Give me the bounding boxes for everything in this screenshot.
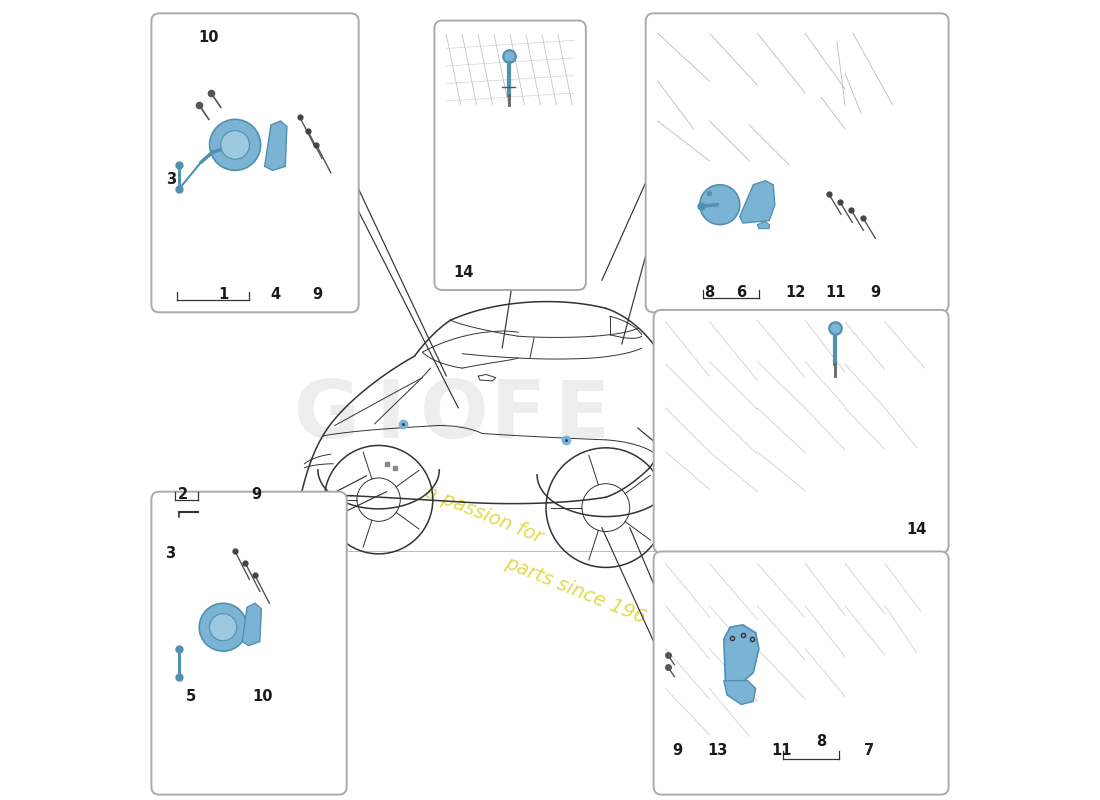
Text: 9: 9 [870, 285, 880, 300]
Text: O: O [420, 377, 488, 455]
Text: 13: 13 [707, 743, 727, 758]
Polygon shape [757, 222, 769, 229]
Text: 14: 14 [453, 265, 474, 280]
FancyBboxPatch shape [646, 14, 948, 312]
FancyBboxPatch shape [152, 14, 359, 312]
Text: 9: 9 [312, 287, 322, 302]
Text: 11: 11 [825, 285, 846, 300]
Text: 9: 9 [672, 743, 683, 758]
Circle shape [210, 614, 236, 641]
Polygon shape [739, 181, 774, 223]
Text: 12: 12 [785, 285, 805, 300]
Text: 8: 8 [704, 285, 715, 300]
Polygon shape [724, 681, 756, 705]
FancyBboxPatch shape [653, 551, 948, 794]
Text: 7: 7 [864, 743, 874, 758]
Text: 9: 9 [252, 486, 262, 502]
Polygon shape [265, 121, 287, 170]
Text: I: I [375, 377, 406, 455]
Text: 11: 11 [771, 743, 791, 758]
FancyBboxPatch shape [152, 492, 346, 794]
FancyBboxPatch shape [434, 21, 586, 290]
Text: 2: 2 [178, 486, 188, 502]
Text: 1: 1 [218, 287, 229, 302]
Circle shape [700, 185, 739, 225]
Text: 14: 14 [906, 522, 927, 538]
Text: 6: 6 [736, 285, 747, 300]
Text: a passion for: a passion for [422, 483, 546, 547]
Text: G: G [294, 377, 360, 455]
Text: 4: 4 [271, 287, 281, 302]
FancyBboxPatch shape [653, 310, 948, 553]
Text: 10: 10 [198, 30, 219, 45]
Text: 10: 10 [253, 689, 273, 704]
Text: 3: 3 [165, 546, 176, 561]
Circle shape [199, 603, 248, 651]
Circle shape [210, 119, 261, 170]
Text: F: F [491, 377, 546, 455]
Text: E: E [554, 377, 609, 455]
Polygon shape [242, 603, 262, 646]
Polygon shape [724, 625, 759, 683]
Text: 3: 3 [166, 172, 176, 186]
Circle shape [221, 130, 250, 159]
Text: 8: 8 [816, 734, 826, 749]
Text: parts since 196: parts since 196 [503, 554, 649, 627]
Text: 5: 5 [186, 689, 197, 704]
